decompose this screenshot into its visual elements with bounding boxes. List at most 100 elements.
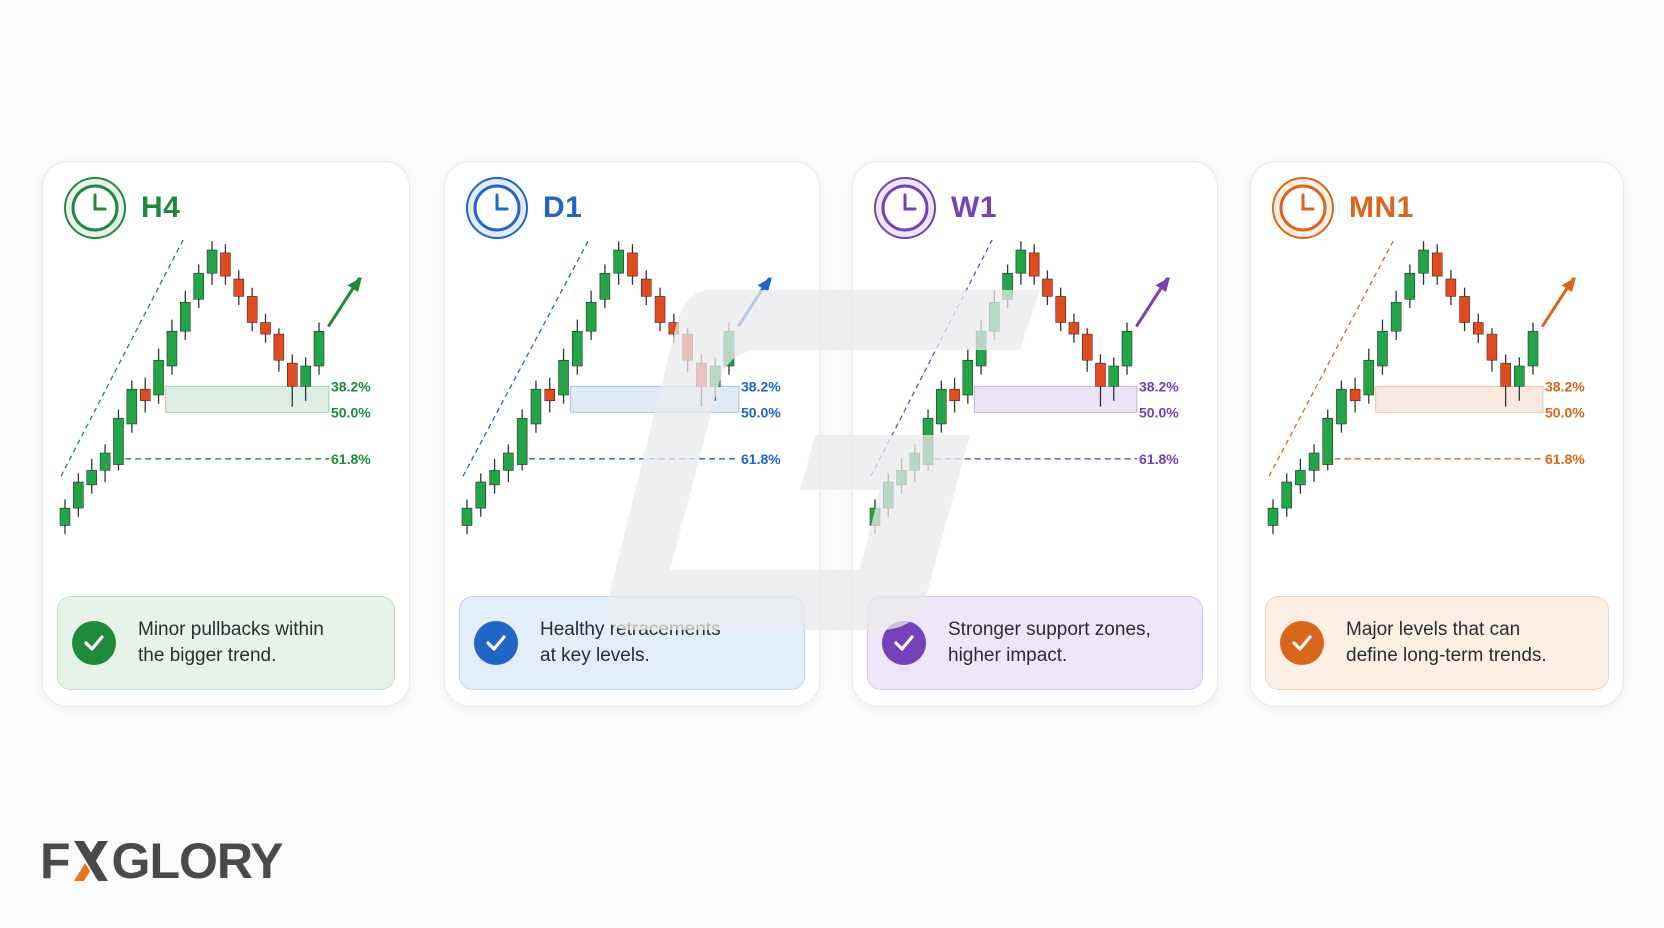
candlestick-chart: 38.2% 50.0% 61.8% [59, 240, 371, 535]
candlestick-chart: 38.2% 50.0% 61.8% [869, 240, 1179, 535]
fxglory-logo: FX F GLORY [40, 832, 284, 890]
candle [153, 348, 164, 404]
candle [1028, 244, 1040, 285]
description-line: Major levels that can [1346, 619, 1521, 640]
description-line: at key levels. [540, 645, 650, 666]
up-arrow-icon [327, 277, 362, 327]
candle [246, 287, 258, 332]
card-header: H4 [63, 177, 181, 239]
candle [544, 377, 555, 413]
logo-letter-f: F [40, 833, 71, 889]
logo-text-part2: GLORY [111, 833, 284, 889]
candle [530, 380, 542, 433]
candle [287, 354, 298, 407]
candle [668, 313, 680, 343]
description-box: Healthy retracements at key levels. [459, 596, 805, 690]
candle [126, 380, 138, 433]
timeframe-label: MN1 [1349, 191, 1414, 224]
candle [1015, 241, 1027, 285]
candle [627, 244, 638, 285]
candle [1363, 348, 1375, 404]
timeframe-card-w1: W1 38.2% 50.0% 61.8% Stronger support zone… [852, 161, 1218, 707]
up-arrow-icon [737, 277, 772, 327]
candle [869, 499, 881, 535]
check-icon [882, 621, 926, 665]
candle [475, 473, 487, 517]
candle [1281, 473, 1292, 517]
candle [260, 313, 271, 343]
candle [989, 290, 1000, 340]
candle [1081, 328, 1093, 372]
candle [461, 499, 473, 535]
timeframe-card-h4: H4 38.2% 50.0% 61.8% Minor pullbacks withi… [42, 161, 410, 707]
timeframe-card-mn1: MN1 38.2% 50.0% 61.8% Major levels that ca… [1250, 161, 1624, 707]
candle [1473, 313, 1484, 343]
candle [949, 377, 960, 413]
candle [1445, 270, 1457, 306]
candle [1390, 290, 1402, 340]
description-box: Minor pullbacks within the bigger trend. [57, 596, 395, 690]
candle [1349, 377, 1361, 413]
candle [1404, 264, 1416, 308]
candle [1095, 354, 1106, 407]
timeframe-label: H4 [141, 191, 181, 224]
description-text: Minor pullbacks within the bigger trend. [138, 617, 324, 669]
candle [883, 473, 894, 517]
clock-icon [63, 176, 127, 240]
candle [489, 458, 500, 494]
candle [1108, 357, 1119, 401]
fib-zone [569, 385, 740, 413]
fib-zone [973, 385, 1138, 413]
candle [896, 458, 907, 494]
candle [73, 473, 84, 517]
candle [936, 380, 947, 433]
candle [1121, 322, 1133, 375]
candle [503, 444, 514, 482]
candle [1068, 313, 1080, 343]
timeframe-label: W1 [951, 191, 997, 224]
trend-line [462, 240, 590, 477]
fib-level-label: 61.8% [331, 451, 371, 467]
up-arrow-icon [1541, 277, 1576, 327]
clock-icon [873, 176, 937, 240]
candle [1336, 380, 1347, 433]
description-line: define long-term trends. [1346, 645, 1547, 666]
check-icon [474, 621, 518, 665]
candle [166, 319, 178, 375]
description-box: Stronger support zones, higher impact. [867, 596, 1203, 690]
candle [86, 458, 97, 494]
fib-level-label: 38.2% [1545, 378, 1585, 394]
candle [233, 270, 245, 306]
fib-level-label: 38.2% [741, 378, 781, 394]
candle [962, 348, 974, 404]
candle [516, 409, 528, 471]
fib-zone [164, 385, 330, 413]
candle [975, 319, 987, 375]
candle [1042, 270, 1053, 306]
logo-x-mark [71, 838, 111, 884]
up-arrow-icon [1135, 277, 1170, 327]
fib-level-label: 50.0% [331, 404, 371, 420]
trend-line [60, 240, 184, 477]
candle [1295, 458, 1306, 494]
candle [641, 270, 652, 306]
candle [1377, 319, 1388, 375]
trend-line [1268, 240, 1395, 477]
fib-level-label: 38.2% [331, 378, 371, 394]
clock-icon [465, 176, 529, 240]
card-header: W1 [873, 177, 997, 239]
candle [654, 287, 666, 332]
candle [220, 244, 231, 285]
candlestick-chart: 38.2% 50.0% 61.8% [1267, 240, 1585, 535]
candle [1267, 499, 1279, 535]
fib-level-label: 61.8% [1545, 451, 1585, 467]
candle [1486, 328, 1498, 372]
timeframe-card-d1: D1 38.2% 50.0% 61.8% Healthy retracements … [444, 161, 820, 707]
candle [1322, 409, 1333, 471]
candle [1459, 287, 1470, 332]
candlestick-chart: 38.2% 50.0% 61.8% [461, 240, 781, 535]
candle [180, 290, 191, 340]
candle [1500, 354, 1511, 407]
description-box: Major levels that can define long-term t… [1265, 596, 1609, 690]
candle [313, 322, 325, 375]
